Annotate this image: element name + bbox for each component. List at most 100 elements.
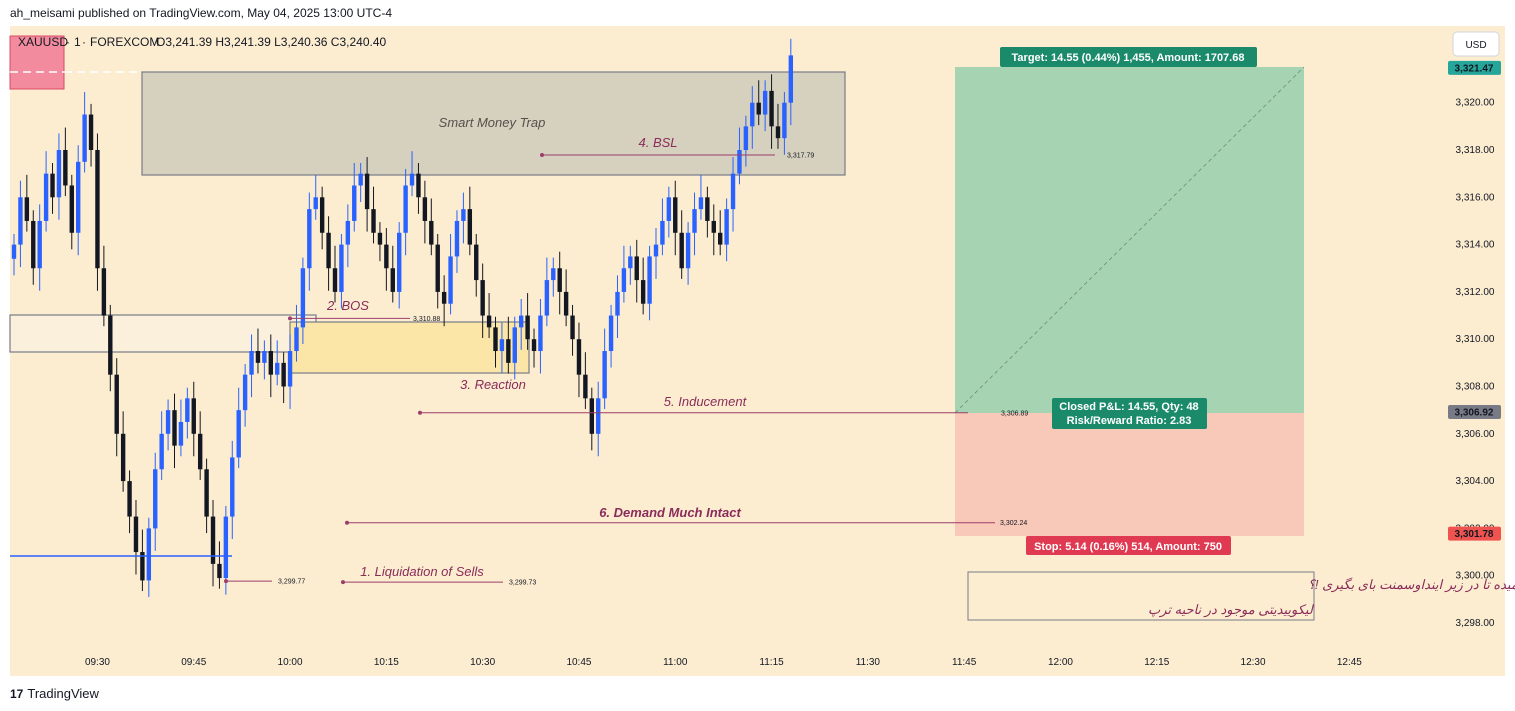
price-scale (1440, 26, 1505, 676)
candle (660, 198, 665, 256)
candle-body (56, 150, 62, 198)
candle (249, 334, 254, 398)
candle (172, 393, 177, 469)
persian-note-line2: لیکوییدیتی موجود در ناحیه ترپ (1148, 602, 1315, 618)
candle (762, 80, 768, 132)
candle (647, 245, 652, 321)
x-tick-label: 12:45 (1337, 657, 1362, 668)
candle (255, 328, 261, 374)
candle-body (403, 185, 408, 233)
currency-button-label: USD (1465, 40, 1486, 51)
candle-body (18, 197, 23, 245)
candle-body (358, 173, 363, 186)
bsl-level-value: 3,317.79 (787, 152, 814, 159)
candle-body (608, 315, 614, 352)
candle (788, 38, 794, 126)
candle (242, 364, 248, 427)
candle-body (242, 374, 248, 411)
price-badge (1448, 526, 1501, 541)
candle-body (673, 197, 678, 233)
candle-body (634, 256, 639, 281)
x-axis: 09:30 09:45 10:00 10:15 10:30 10:45 11:00 11:15… (85, 657, 1362, 668)
candle-body (454, 220, 460, 257)
candle (63, 127, 68, 197)
candle (557, 251, 562, 315)
reaction-zone[interactable] (289, 321, 530, 374)
footer-brand: TradingView (27, 686, 99, 701)
candle (18, 180, 23, 268)
price-badge-label: 3,321.47 (1455, 63, 1494, 74)
x-tick-label: 11:15 (759, 657, 784, 668)
candle-body (249, 351, 254, 375)
level-layer: 3,317.79 3,310.88 3,306.89 3,302.24 3,299.77… (224, 152, 1028, 587)
candle-body (557, 268, 562, 292)
candle (390, 245, 395, 303)
candle (191, 381, 196, 457)
candle (653, 228, 659, 279)
persian-note-box[interactable] (967, 571, 1315, 621)
candle-body (268, 351, 273, 375)
candle-body (95, 150, 100, 269)
candle-body (210, 516, 216, 564)
candle-body (326, 232, 331, 269)
candle (608, 304, 614, 368)
candle (730, 157, 736, 232)
y-tick-label: 3,316.00 (1456, 192, 1495, 203)
tradingview-logo-icon: 17 (10, 686, 24, 701)
candle-body (120, 433, 126, 482)
candle-body (390, 268, 395, 292)
left-range-zone[interactable] (9, 314, 317, 353)
demand-level-anchor (345, 520, 349, 525)
candle-body (730, 173, 736, 210)
candle-body (133, 516, 139, 553)
currency-button[interactable] (1452, 31, 1500, 57)
candle (294, 304, 299, 362)
candle (589, 387, 594, 451)
candle-body (621, 268, 627, 292)
candle-body (718, 232, 723, 245)
candle (782, 92, 787, 155)
candle-body (653, 244, 659, 257)
candle (724, 198, 729, 262)
candle-body (165, 410, 171, 434)
candle-body (461, 209, 466, 221)
bsl-label: 4. BSL (638, 135, 677, 150)
candle-body (146, 528, 152, 581)
legend-interval-sep: · (66, 35, 70, 49)
candle-body (429, 220, 434, 245)
legend-exchange-sep: · (82, 35, 86, 49)
candle (583, 352, 588, 409)
smart-money-trap-zone[interactable] (141, 71, 846, 176)
candle (43, 151, 49, 232)
target-label-box (1000, 47, 1257, 67)
low1-level-value: 3,299.77 (278, 579, 305, 586)
candle (769, 74, 774, 149)
candle (454, 210, 460, 273)
candle-body (563, 291, 569, 316)
pnl-line2: Risk/Reward Ratio: 2.83 (1067, 415, 1192, 427)
candle (185, 387, 190, 439)
candle (313, 174, 318, 220)
candle (210, 500, 216, 587)
bos-label: 2. BOS (326, 298, 369, 313)
candle-body (307, 209, 312, 269)
candle-body (762, 90, 768, 115)
candle-body (262, 351, 267, 363)
bos-level-value: 3,310.88 (413, 316, 440, 323)
candle (165, 399, 171, 451)
candle (159, 411, 164, 480)
candle-body (82, 114, 87, 162)
y-tick-label: 3,308.00 (1456, 382, 1495, 393)
pnl-label-box (1052, 398, 1207, 429)
candle-body (512, 327, 517, 363)
candle (69, 174, 74, 250)
candle-body (525, 315, 530, 340)
candle (281, 352, 286, 404)
candle-body (127, 481, 132, 517)
x-tick-label: 09:30 (85, 657, 110, 668)
candle (634, 239, 639, 303)
bos-level-anchor (288, 316, 292, 321)
candle (480, 263, 485, 339)
candle (384, 228, 389, 291)
